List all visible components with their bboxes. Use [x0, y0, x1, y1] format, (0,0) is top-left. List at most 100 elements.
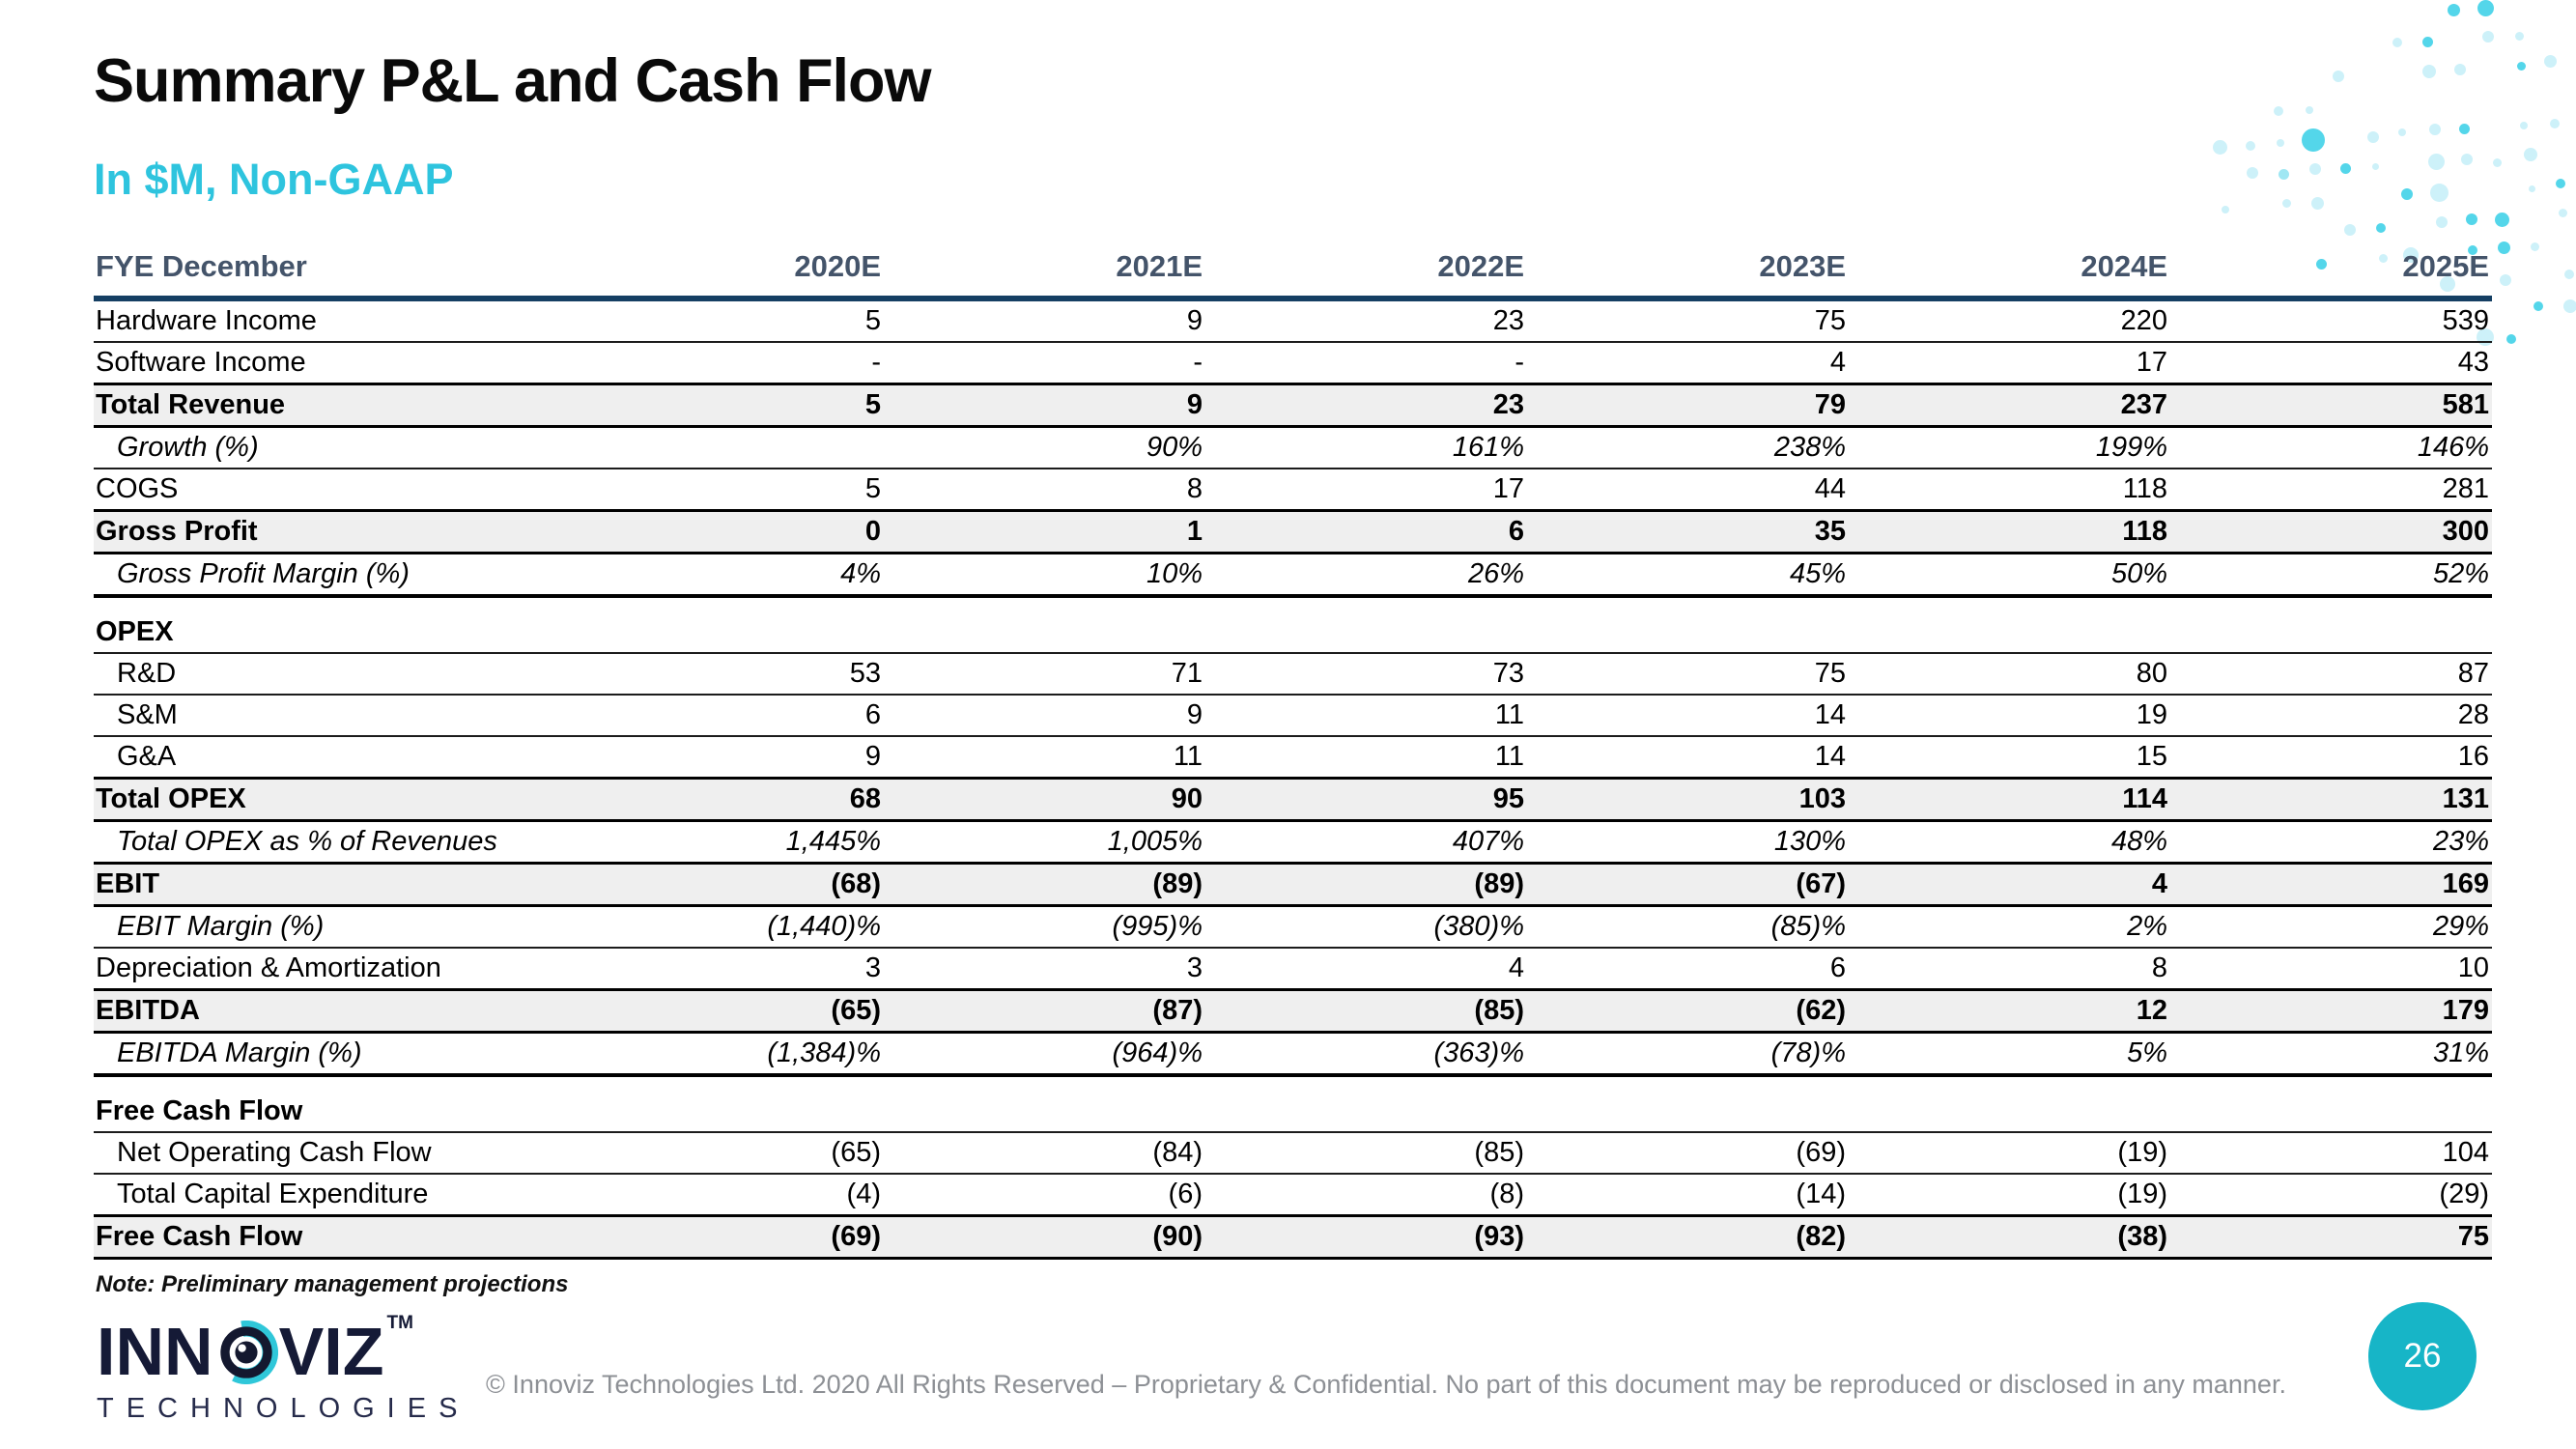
row-label: COGS: [94, 469, 562, 512]
cell-value: 5: [562, 298, 884, 343]
decor-dot: [2466, 213, 2477, 225]
decor-dot: [2492, 157, 2502, 167]
decor-dot: [2247, 167, 2258, 179]
decor-dot: [2422, 65, 2436, 78]
decor-dot: [2563, 299, 2576, 313]
row-label: S&M: [94, 695, 562, 737]
cell-value: 14: [1527, 736, 1849, 780]
cell-value: 26%: [1205, 553, 1527, 598]
cell-value: 80: [1849, 653, 2170, 696]
cell-value: 45%: [1527, 553, 1849, 598]
decor-dot: [2524, 148, 2537, 161]
cell-value: 199%: [1849, 426, 2170, 469]
decor-dot: [2344, 224, 2356, 236]
decor-dot: [2367, 131, 2379, 143]
cell-value: 23: [1205, 383, 1527, 428]
cell-value: 73: [1205, 653, 1527, 696]
decor-dot: [2421, 36, 2433, 47]
cell-value: (78)%: [1527, 1032, 1849, 1077]
decor-dot: [2278, 168, 2289, 180]
cell-value: (29): [2170, 1174, 2492, 1217]
column-header-year-3: 2023E: [1527, 249, 1849, 301]
cell-value: (380)%: [1205, 905, 1527, 949]
cell-value: 300: [2170, 509, 2492, 554]
table-row: Depreciation & Amortization 3 3 4 6 8 10: [94, 948, 2492, 991]
row-label: Depreciation & Amortization: [94, 948, 562, 991]
cell-value: 9: [884, 383, 1205, 428]
cell-value: [2170, 1092, 2492, 1133]
cell-value: 1: [884, 509, 1205, 554]
decor-dot: [2310, 196, 2324, 210]
table-row: G&A 9 11 11 14 15 16: [94, 736, 2492, 780]
row-label: EBIT: [94, 862, 562, 907]
decor-dot: [2398, 128, 2406, 136]
decor-dot: [2306, 106, 2313, 114]
decor-dot: [2281, 198, 2291, 208]
cell-value: (964)%: [884, 1032, 1205, 1077]
cell-value: 68: [562, 777, 884, 822]
decor-dot: [2429, 183, 2449, 202]
cell-value: 130%: [1527, 820, 1849, 865]
page-subtitle: In $M, Non-GAAP: [94, 155, 454, 204]
cell-value: (85)%: [1527, 905, 1849, 949]
cell-value: 19: [1849, 695, 2170, 737]
cell-value: 10%: [884, 553, 1205, 598]
cell-value: 50%: [1849, 553, 2170, 598]
row-label: Total OPEX as % of Revenues: [94, 820, 562, 865]
decor-dot: [2392, 38, 2402, 47]
decor-dot: [2514, 31, 2524, 41]
cell-value: 5: [562, 469, 884, 512]
logo-wordmark: INN VIZ TM: [97, 1314, 483, 1385]
cell-value: [562, 1092, 884, 1133]
table-row: Software Income - - -4 17 43: [94, 342, 2492, 385]
decor-dot: [2477, 0, 2494, 16]
cell-value: (995)%: [884, 905, 1205, 949]
decor-dot: [2494, 212, 2509, 227]
cell-value: 11: [1205, 736, 1527, 780]
cell-value: (1,440)%: [562, 905, 884, 949]
cell-value: 90%: [884, 426, 1205, 469]
page-number-badge: 26: [2368, 1302, 2477, 1410]
trademark-symbol: TM: [386, 1313, 413, 1333]
cell-value: 95: [1205, 777, 1527, 822]
cell-value: 131: [2170, 777, 2492, 822]
decor-dot: [2401, 188, 2413, 200]
spacer-row: [94, 596, 2492, 612]
cell-value: 1,005%: [884, 820, 1205, 865]
cell-value: 10: [2170, 948, 2492, 991]
cell-value: 103: [1527, 777, 1849, 822]
cell-value: 9: [562, 736, 884, 780]
cell-value: (69): [562, 1214, 884, 1260]
decor-dot: [2376, 223, 2386, 233]
table-row: Free Cash Flow: [94, 1092, 2492, 1133]
table-row: Gross Profit Margin (%) 4% 10% 26% 45% 50% 52%: [94, 553, 2492, 598]
cell-value: 52%: [2170, 553, 2492, 598]
decor-dot: [2534, 301, 2543, 311]
cell-value: (38): [1849, 1214, 2170, 1260]
decor-dot: [2454, 64, 2466, 75]
cell-value: 3: [562, 948, 884, 991]
decor-dot: [2309, 163, 2321, 175]
row-label: G&A: [94, 736, 562, 780]
decor-dot: [2246, 141, 2255, 151]
cell-value: 4: [1527, 342, 1849, 385]
cell-value: 179: [2170, 988, 2492, 1034]
row-label: R&D: [94, 653, 562, 696]
cell-value: 75: [1527, 298, 1849, 343]
cell-value: 5%: [1849, 1032, 2170, 1077]
logo-subtext: TECHNOLOGIES: [97, 1393, 470, 1424]
cell-value: (65): [562, 1132, 884, 1175]
decor-dot: [2339, 162, 2351, 174]
cell-value: (85): [1205, 1132, 1527, 1175]
decor-dot: [2520, 122, 2528, 129]
table-header-row: FYE December 2020E 2021E 2022E 2023E 2024E 202…: [94, 249, 2492, 301]
table-row: R&D 53 71 73 75 80 87: [94, 653, 2492, 696]
decor-dot: [2497, 241, 2510, 254]
cell-value: (93): [1205, 1214, 1527, 1260]
cell-value: (1,384)%: [562, 1032, 884, 1077]
cell-value: 104: [2170, 1132, 2492, 1175]
cell-value: (62): [1527, 988, 1849, 1034]
table-row: Total OPEX as % of Revenues 1,445% 1,005% 4…: [94, 820, 2492, 865]
cell-value: 48%: [1849, 820, 2170, 865]
decor-dot: [2277, 139, 2284, 147]
